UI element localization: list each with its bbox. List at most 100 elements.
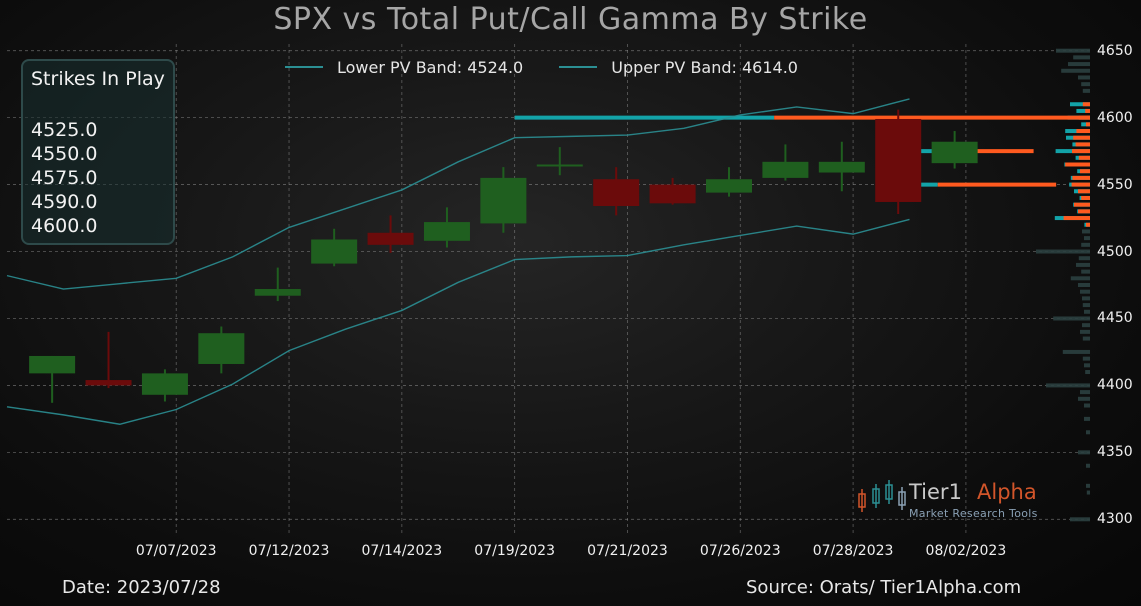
y-tick-label: 4650 [1097, 42, 1133, 59]
band-line-upper [6, 98, 910, 290]
brand-name-part1: Tier1 [909, 480, 962, 504]
candle-body-down [649, 184, 696, 204]
candle-body-up [141, 373, 188, 395]
gamma-bar-neutral [1082, 88, 1090, 93]
logo-candle-body [885, 484, 893, 500]
legend-line-upper [559, 66, 598, 68]
gamma-bar-neutral [1082, 336, 1090, 341]
gamma-bar-neutral [1086, 490, 1090, 495]
y-tick-label: 4500 [1097, 243, 1133, 260]
candle-body-up [536, 164, 583, 167]
x-tick-label: 07/21/2023 [587, 543, 668, 559]
gamma-bar-neutral [1068, 62, 1090, 67]
gamma-bar-put [1081, 122, 1090, 127]
gamma-bar-call [1085, 108, 1090, 113]
gamma-bar-neutral [1080, 390, 1090, 395]
candle-body-up [931, 141, 978, 164]
gamma-bar-neutral [1070, 276, 1090, 281]
gamma-bar-call [1071, 182, 1090, 187]
candle-body-down [85, 380, 132, 386]
gamma-bar-neutral [1081, 269, 1090, 274]
gamma-bar-neutral [1078, 396, 1090, 401]
logo-candle-body [898, 491, 906, 506]
gamma-bar-neutral [1070, 517, 1090, 522]
legend-label-lower: Lower PV Band: 4524.0 [337, 57, 524, 77]
strike-value: 4575.0 [31, 167, 98, 189]
footer-source: Source: Orats/ Tier1Alpha.com [746, 577, 1022, 598]
gamma-bar-neutral [1084, 236, 1090, 241]
candle-body-up [311, 239, 358, 264]
candle-body-up [818, 161, 865, 173]
strike-value: 4525.0 [31, 119, 98, 141]
gamma-bar-neutral [1086, 463, 1090, 468]
footer-date: Date: 2023/07/28 [62, 577, 221, 598]
gamma-bar-call [1082, 102, 1090, 107]
gamma-bar-call [1073, 135, 1090, 140]
candle-body-up [254, 289, 301, 296]
gamma-bar-neutral [1073, 55, 1090, 60]
gamma-bar-neutral [1080, 329, 1090, 334]
gamma-bar-neutral [1082, 356, 1090, 361]
gamma-bar-call [1065, 162, 1090, 167]
candle-body-up [762, 161, 809, 178]
gamma-bar-neutral [1082, 303, 1090, 308]
gamma-bar-call [1078, 189, 1090, 194]
strikes-list: 4525.0 4550.0 4575.0 4590.0 4600.0 [31, 118, 97, 238]
gamma-bar-neutral [1082, 229, 1090, 234]
candle-body-up [198, 333, 245, 364]
gamma-bar-call [1072, 149, 1090, 154]
gamma-bar-call [1080, 169, 1090, 174]
gamma-bar-call [1078, 209, 1090, 214]
x-tick-label: 07/28/2023 [812, 543, 894, 559]
brand-logo: Tier1 Alpha Market Research Tools [858, 480, 1058, 522]
band-line-lower [6, 218, 910, 425]
gamma-bar-neutral [1078, 256, 1090, 261]
logo-candle-body [858, 493, 866, 508]
gamma-bar-call [1078, 155, 1090, 160]
legend-label-upper: Upper PV Band: 4614.0 [611, 57, 798, 77]
legend-entry-lower: Lower PV Band: 4524.0 [285, 58, 523, 77]
gamma-bar-neutral [1046, 383, 1090, 388]
strikes-heading: Strikes In Play [31, 68, 165, 90]
candle-body-up [29, 355, 76, 374]
candle-body-up [706, 179, 752, 193]
gamma-bar-put [1070, 102, 1090, 107]
gamma-bar-neutral [1084, 363, 1090, 368]
gamma-bar-neutral [1084, 416, 1090, 421]
y-tick-label: 4400 [1097, 377, 1133, 394]
strikes-in-play-box: Strikes In Play 4525.0 4550.0 4575.0 459… [21, 59, 175, 245]
candle-body-down [593, 179, 640, 207]
gamma-bar-neutral [1081, 242, 1090, 247]
y-tick-label: 4350 [1097, 444, 1133, 461]
y-tick-label: 4600 [1097, 109, 1133, 126]
y-tick-label: 4300 [1097, 511, 1133, 528]
gamma-bar-neutral [1086, 483, 1090, 488]
x-tick-label: 07/12/2023 [248, 543, 330, 559]
gamma-bar-neutral [1062, 349, 1090, 354]
gamma-bar-call [1076, 129, 1090, 134]
candle-body-down [875, 118, 922, 202]
gamma-bar-neutral [1078, 75, 1090, 80]
x-tick-label: 07/26/2023 [699, 543, 781, 559]
strike-value: 4550.0 [31, 143, 98, 165]
gamma-bar-call [1086, 122, 1090, 127]
chart-title: SPX vs Total Put/Call Gamma By Strike [273, 2, 868, 37]
x-tick-label: 07/14/2023 [361, 543, 443, 559]
gamma-bar-neutral [1081, 82, 1090, 87]
gamma-bar-call [1081, 195, 1090, 200]
brand-name-part2: Alpha [977, 480, 1037, 504]
gamma-bar-neutral [1036, 249, 1090, 254]
strike-value: 4600.0 [31, 215, 98, 237]
gamma-bar-call [1075, 142, 1090, 147]
gamma-bar-neutral [1082, 323, 1090, 328]
gamma-bar-neutral [1080, 289, 1090, 294]
chart-legend: Lower PV Band: 4524.0 Upper PV Band: 461… [285, 56, 834, 78]
candle-body-up [423, 222, 470, 241]
gamma-bar-call [1063, 216, 1090, 221]
legend-entry-upper: Upper PV Band: 4614.0 [559, 58, 798, 77]
strike-value: 4590.0 [31, 191, 98, 213]
brand-tagline: Market Research Tools [909, 507, 1038, 520]
gamma-bar-neutral [1086, 430, 1090, 435]
